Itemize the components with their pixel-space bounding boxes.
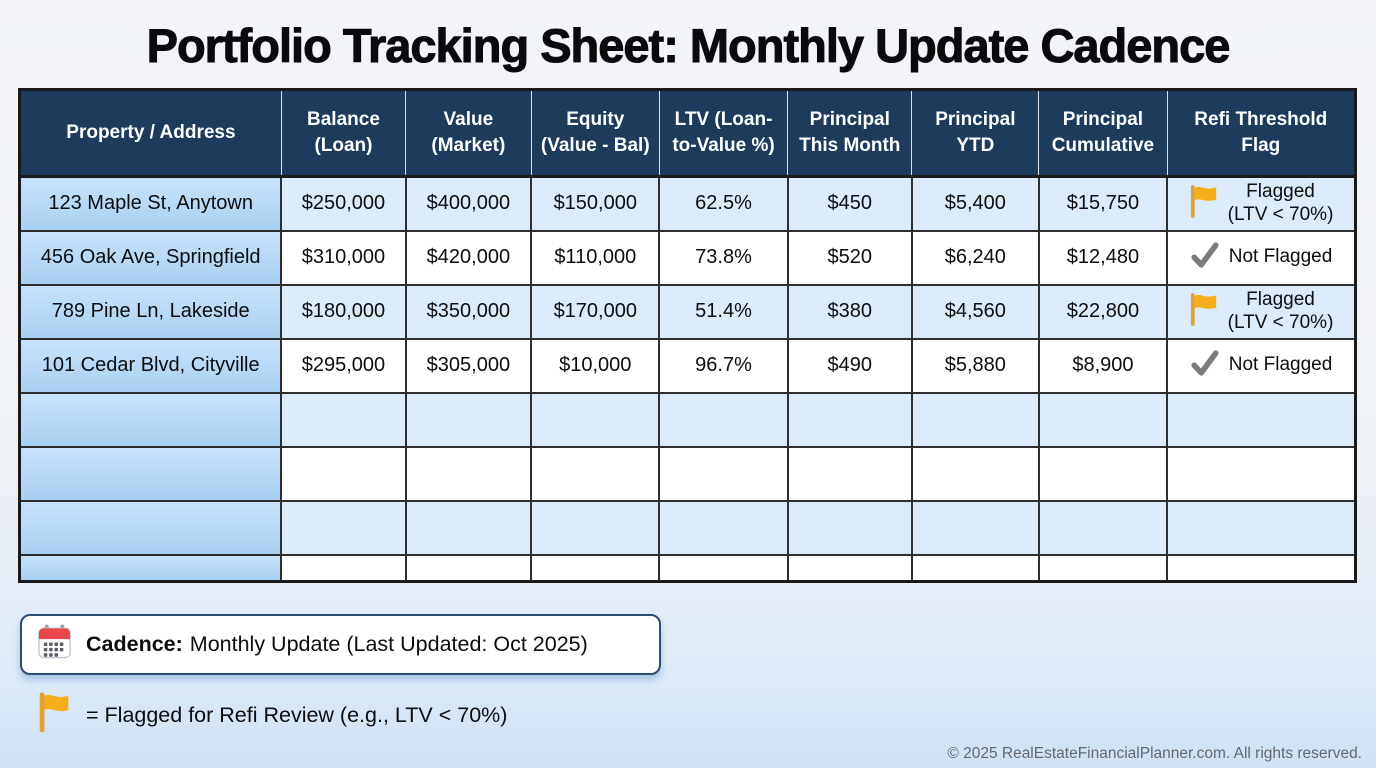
cadence-note: Cadence: Monthly Update (Last Updated: Oc… [20,614,661,675]
flag-label: Not Flagged [1228,354,1333,376]
empty-table-row [18,499,1357,556]
calendar-icon [36,623,73,666]
equity-cell: $110,000 [530,229,661,286]
cadence-text: Cadence: Monthly Update (Last Updated: Oc… [86,632,588,656]
value-cell: $400,000 [404,175,533,232]
property-address-cell: 789 Pine Ln, Lakeside [18,283,283,340]
flag-label: Flagged (LTV < 70%) [1227,289,1334,333]
header-refi-threshold-flag: Refi Threshold Flag [1166,89,1357,178]
refi-flag-cell: Not Flagged [1166,337,1357,394]
equity-cell: $10,000 [530,337,661,394]
refi-flag-cell: Not Flagged [1166,229,1357,286]
balance-cell: $180,000 [280,283,407,340]
flag-icon [1189,184,1219,224]
copyright-text: © 2025 RealEstateFinancialPlanner.com. A… [947,745,1362,762]
flag-label: Flagged (LTV < 70%) [1227,181,1334,225]
header-equity: Equity (Value - Bal) [530,89,660,178]
flag-icon [37,692,71,738]
ltv-cell: 96.7% [658,337,789,394]
legend-text: = Flagged for Refi Review (e.g., LTV < 7… [86,702,508,727]
flag-legend: = Flagged for Refi Review (e.g., LTV < 7… [37,692,1376,738]
refi-flag-cell: Flagged (LTV < 70%) [1166,283,1357,340]
ltv-cell: 51.4% [658,283,789,340]
flag-icon [1189,292,1219,332]
header-principal-ytd: Principal YTD [911,89,1040,178]
refi-flag-cell: Flagged (LTV < 70%) [1166,175,1357,232]
page-title: Portfolio Tracking Sheet: Monthly Update… [146,19,1231,73]
balance-cell: $310,000 [280,229,407,286]
principal-cumulative-cell: $8,900 [1037,337,1169,394]
balance-cell: $295,000 [280,337,407,394]
value-cell: $420,000 [404,229,533,286]
table-row: 123 Maple St, Anytown $250,000 $400,000 … [18,175,1357,232]
equity-cell: $150,000 [530,175,661,232]
principal-cumulative-cell: $12,480 [1037,229,1169,286]
empty-table-row [18,445,1357,502]
header-value-market: Value (Market) [405,89,532,178]
principal-ytd-cell: $6,240 [910,229,1040,286]
ltv-cell: 62.5% [658,175,789,232]
header-principal-this-month: Principal This Month [787,89,913,178]
principal-cumulative-cell: $22,800 [1037,283,1169,340]
principal-cumulative-cell: $15,750 [1037,175,1169,232]
check-icon [1190,240,1220,276]
portfolio-table: Property / Address Balance (Loan) Value … [18,88,1357,583]
table-row: 101 Cedar Blvd, Cityville $295,000 $305,… [18,337,1357,394]
table-row: 789 Pine Ln, Lakeside $180,000 $350,000 … [18,283,1357,340]
value-cell: $305,000 [404,337,533,394]
principal-month-cell: $490 [786,337,913,394]
property-address-cell: 101 Cedar Blvd, Cityville [18,337,283,394]
header-principal-cumulative: Principal Cumulative [1038,89,1168,178]
equity-cell: $170,000 [530,283,661,340]
value-cell: $350,000 [404,283,533,340]
principal-ytd-cell: $5,880 [910,337,1040,394]
ltv-cell: 73.8% [658,229,789,286]
principal-month-cell: $380 [786,283,913,340]
principal-ytd-cell: $4,560 [910,283,1040,340]
principal-month-cell: $450 [786,175,913,232]
portfolio-table-container: Property / Address Balance (Loan) Value … [18,88,1357,583]
property-address-cell: 123 Maple St, Anytown [18,175,283,232]
header-ltv: LTV (Loan-to-Value %) [658,89,789,178]
check-icon [1190,348,1220,384]
header-property-address: Property / Address [19,89,282,178]
flag-label: Not Flagged [1228,246,1333,268]
principal-month-cell: $520 [786,229,913,286]
property-address-cell: 456 Oak Ave, Springfield [18,229,283,286]
table-header-row: Property / Address Balance (Loan) Value … [19,89,1357,178]
header-balance-loan: Balance (Loan) [280,89,407,178]
empty-table-row [18,391,1357,448]
empty-table-row [18,553,1357,583]
balance-cell: $250,000 [280,175,407,232]
table-row: 456 Oak Ave, Springfield $310,000 $420,0… [18,229,1357,286]
principal-ytd-cell: $5,400 [910,175,1040,232]
